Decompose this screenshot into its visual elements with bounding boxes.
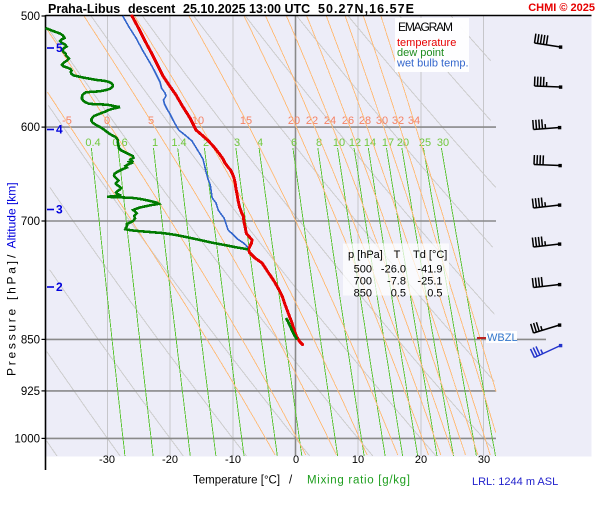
svg-text:-41.9: -41.9 <box>417 264 442 276</box>
svg-text:5: 5 <box>56 41 63 55</box>
svg-text:Pressure [hPa]: Pressure [hPa] <box>5 261 19 376</box>
svg-text:3: 3 <box>234 137 240 149</box>
svg-text:-30: -30 <box>99 454 115 466</box>
svg-text:EMAGRAM: EMAGRAM <box>398 20 453 34</box>
svg-text:0.5: 0.5 <box>391 288 406 300</box>
svg-text:Temperature [°C]: Temperature [°C] <box>193 475 280 487</box>
svg-text:925: 925 <box>21 386 40 398</box>
svg-text:p [hPa]: p [hPa] <box>348 249 383 261</box>
svg-text:500: 500 <box>21 11 40 23</box>
svg-text:0.4: 0.4 <box>85 137 100 149</box>
svg-text:Td [°C]: Td [°C] <box>413 249 447 261</box>
svg-text:-20: -20 <box>162 454 178 466</box>
svg-text:LRL: 1244 m ASL: LRL: 1244 m ASL <box>472 476 558 488</box>
svg-text:CHMI © 2025: CHMI © 2025 <box>528 2 595 14</box>
svg-text:Praha-Libus: Praha-Libus <box>48 2 120 16</box>
svg-text:Altitude [km]: Altitude [km] <box>5 182 19 248</box>
svg-text:700: 700 <box>354 276 372 288</box>
svg-text:1000: 1000 <box>14 433 40 445</box>
svg-text:1.4: 1.4 <box>171 137 186 149</box>
svg-text:3: 3 <box>56 203 63 217</box>
svg-text:-26.0: -26.0 <box>381 264 406 276</box>
svg-text:850: 850 <box>21 334 40 346</box>
svg-text:12: 12 <box>349 137 361 149</box>
svg-text:30: 30 <box>437 137 449 149</box>
svg-text:0.5: 0.5 <box>427 288 442 300</box>
svg-text:4: 4 <box>56 123 63 137</box>
svg-text:-10: -10 <box>225 454 241 466</box>
svg-text:2: 2 <box>56 280 63 294</box>
svg-text:WBZL: WBZL <box>487 332 518 344</box>
svg-text:wet bulb temp.: wet bulb temp. <box>396 58 469 70</box>
svg-text:T: T <box>394 249 401 261</box>
svg-text:6: 6 <box>291 137 297 149</box>
svg-text:30: 30 <box>478 454 490 466</box>
svg-text:0: 0 <box>293 454 299 466</box>
svg-text:descent: descent <box>128 2 176 16</box>
svg-text:Mixing ratio [g/kg]: Mixing ratio [g/kg] <box>307 475 410 487</box>
svg-text:-25.1: -25.1 <box>417 276 442 288</box>
svg-text:20: 20 <box>397 137 409 149</box>
svg-text:25.10.2025 13:00 UTC: 25.10.2025 13:00 UTC <box>183 2 310 16</box>
svg-text:500: 500 <box>354 264 372 276</box>
svg-text:1: 1 <box>152 137 158 149</box>
svg-text:700: 700 <box>21 216 40 228</box>
svg-text:20: 20 <box>415 454 427 466</box>
svg-text:50.27N,16.57E: 50.27N,16.57E <box>318 2 414 16</box>
svg-text:10: 10 <box>352 454 364 466</box>
svg-text:850: 850 <box>354 288 372 300</box>
svg-text:600: 600 <box>21 122 40 134</box>
svg-text:-7.8: -7.8 <box>387 276 406 288</box>
